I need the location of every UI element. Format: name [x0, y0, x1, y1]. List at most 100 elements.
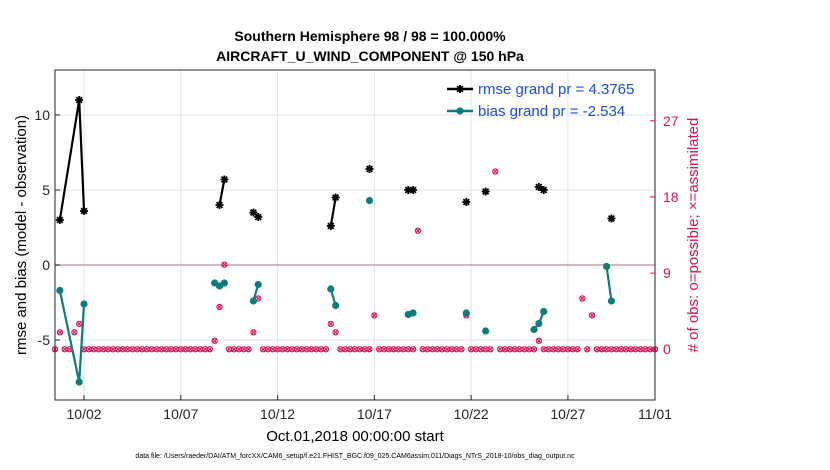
- obs-assimilated-marker: [333, 329, 339, 335]
- obs-possible-marker: [216, 303, 223, 311]
- obs-assimilated-marker: [478, 346, 484, 352]
- obs-assimilated-marker: [212, 338, 218, 344]
- obs-assimilated-marker: [81, 346, 87, 352]
- obs-assimilated-marker: [633, 346, 639, 352]
- obs-assimilated-marker: [483, 346, 489, 352]
- obs-assimilated-marker: [395, 346, 402, 352]
- obs-assimilated-marker: [516, 346, 523, 352]
- obs-assimilated-marker: [76, 321, 82, 327]
- obs-assimilated-marker: [279, 346, 286, 352]
- rmse-point: [365, 165, 374, 173]
- rmse-point: [55, 216, 64, 224]
- data-file-footer: data file: /Users/raeder/DAI/ATM_forcXX/…: [135, 453, 575, 460]
- obs-possible-marker: [245, 346, 252, 353]
- obs-assimilated-marker: [376, 346, 382, 352]
- y-tick-label: 10: [34, 107, 50, 123]
- obs-possible-marker: [535, 337, 543, 344]
- obs-assimilated-marker: [405, 346, 411, 352]
- obs-assimilated-marker: [541, 346, 547, 352]
- obs-assimilated-marker: [608, 346, 615, 352]
- rmse-point: [254, 213, 263, 221]
- obs-assimilated-marker: [584, 346, 590, 352]
- obs-assimilated-marker: [560, 346, 566, 352]
- obs-assimilated-marker: [265, 346, 271, 352]
- obs-assimilated-marker: [618, 346, 624, 352]
- obs-assimilated-marker: [550, 346, 556, 352]
- y2-tick-label: 27: [663, 113, 679, 129]
- y-ticks: -5 0 5 10: [34, 107, 60, 348]
- bias-point: [530, 325, 538, 334]
- obs-possible-marker: [71, 329, 78, 336]
- obs-assimilated-marker: [270, 346, 276, 352]
- bias-point: [603, 262, 611, 271]
- obs-assimilated-marker: [294, 346, 300, 352]
- obs-assimilated-marker: [216, 304, 223, 310]
- obs-assimilated-marker: [221, 262, 227, 268]
- obs-assimilated-marker: [62, 346, 68, 352]
- rmse-series-line: [329, 197, 337, 227]
- rmse-point: [75, 96, 84, 104]
- obs-assimilated-marker: [337, 346, 344, 352]
- obs-assimilated-marker: [187, 346, 194, 352]
- obs-assimilated-marker: [207, 346, 213, 352]
- x-tick-label: 10/12: [260, 406, 295, 422]
- rmse-point: [80, 207, 89, 215]
- x-tick-label: 10/17: [357, 406, 392, 422]
- obs-assimilated-marker: [555, 346, 561, 352]
- obs-assimilated-marker: [197, 346, 203, 352]
- obs-possible-marker: [322, 346, 330, 353]
- obs-possible-marker: [250, 329, 257, 336]
- obs-assimilated-marker: [304, 346, 310, 352]
- legend-rmse-marker: [456, 85, 464, 93]
- y2-tick-label: 9: [663, 265, 671, 281]
- obs-assimilated-marker: [449, 346, 455, 352]
- obs-assimilated-marker: [183, 346, 189, 352]
- obs-assimilated-marker: [318, 346, 324, 352]
- obs-assimilated-marker: [328, 321, 334, 327]
- bias-point: [462, 309, 470, 317]
- y2-tick-label: 18: [663, 189, 679, 205]
- x-ticks: 10/02 10/07 10/12 10/17 10/22 10/27 11/01: [67, 395, 672, 422]
- obs-assimilated-marker: [144, 346, 150, 352]
- obs-assimilated-marker: [299, 346, 305, 352]
- x-tick-label: 10/27: [550, 406, 585, 422]
- obs-assimilated-marker: [410, 346, 416, 352]
- obs-assimilated-marker: [444, 346, 450, 352]
- obs-assimilated-marker: [362, 346, 368, 352]
- bias-point: [482, 327, 490, 335]
- bias-point: [75, 378, 83, 386]
- obs-assimilated-marker: [512, 346, 518, 352]
- obs-assimilated-marker: [439, 346, 445, 352]
- obs-assimilated-marker: [637, 346, 644, 352]
- bias-point: [535, 319, 543, 328]
- obs-assimilated-marker: [289, 346, 295, 352]
- obs-possible-marker: [206, 346, 213, 353]
- bias-point: [332, 301, 340, 310]
- obs-assimilated-marker: [366, 346, 373, 352]
- obs-assimilated-marker: [357, 346, 363, 352]
- obs-possible-marker: [574, 346, 581, 353]
- obs-assimilated-marker: [274, 346, 281, 352]
- rmse-point: [462, 198, 471, 206]
- obs-assimilated-marker: [545, 346, 552, 352]
- obs-assimilated-marker: [579, 295, 586, 302]
- obs-possible-marker: [366, 346, 373, 353]
- bias-point: [540, 307, 548, 316]
- bias-point: [56, 286, 64, 295]
- x-axis-label: Oct.01,2018 00:00:00 start: [266, 428, 444, 445]
- y-tick-label: 5: [42, 182, 50, 198]
- obs-possible-marker: [492, 168, 499, 175]
- obs-assimilated-marker: [71, 329, 77, 335]
- obs-assimilated-marker: [492, 168, 498, 175]
- chart-title-line-1: Southern Hemisphere 98 / 98 = 100.000%: [234, 28, 506, 44]
- obs-assimilated-marker: [473, 346, 479, 352]
- obs-assimilated-marker: [250, 329, 256, 335]
- obs-assimilated-marker: [400, 346, 406, 352]
- obs-assimilated-marker: [507, 346, 513, 352]
- obs-possible-marker: [409, 346, 417, 353]
- bias-point: [365, 196, 374, 205]
- obs-possible-marker: [327, 320, 334, 327]
- rmse-point: [331, 193, 340, 202]
- obs-assimilated-marker: [526, 346, 532, 352]
- bias-series-line: [605, 266, 613, 302]
